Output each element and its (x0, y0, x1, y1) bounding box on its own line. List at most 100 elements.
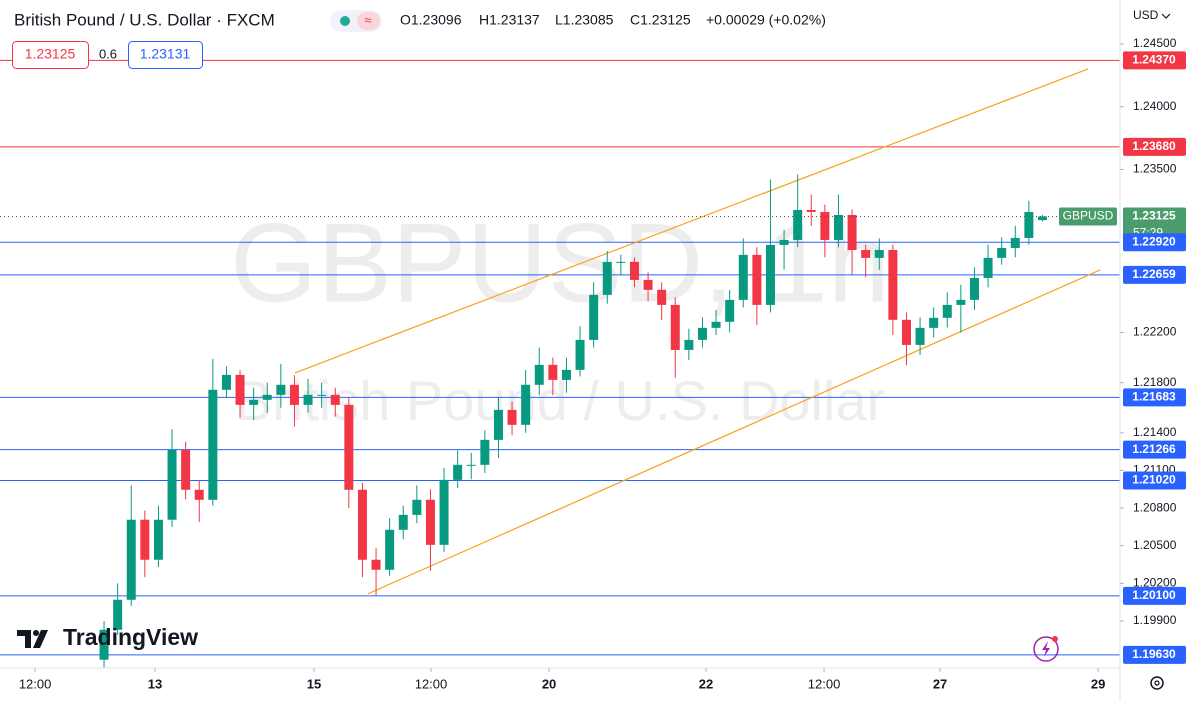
candle-body (249, 399, 259, 405)
candle-body (153, 519, 163, 560)
candle-body (602, 261, 612, 295)
candle-body (575, 339, 585, 370)
candle-body (738, 254, 748, 300)
candle-body (235, 374, 245, 405)
candle-body (684, 339, 694, 350)
axes: 1.24500 1.24000 1.23500 1.22200 1.21800 1.214… (19, 36, 1186, 691)
y-tick-label: 1.21800 (1133, 375, 1177, 389)
candle-body (548, 364, 558, 380)
candle-body (711, 321, 721, 328)
y-tick-label: 1.24000 (1133, 99, 1177, 113)
candle-body (793, 209, 803, 240)
x-tick-label: 20 (542, 676, 556, 691)
y-tick-label: 1.20500 (1133, 538, 1177, 552)
candle-body (357, 489, 367, 560)
candle-body (221, 374, 231, 390)
level-label-box (1123, 51, 1186, 70)
candle-body (847, 214, 857, 250)
candle-body (942, 304, 952, 318)
currency[interactable]: USD (1133, 8, 1159, 22)
candle-body (561, 369, 571, 380)
settings-icon[interactable] (1150, 676, 1164, 690)
market-status (340, 16, 350, 26)
x-tick-label: 12:00 (19, 676, 52, 691)
last-price-label: 1.23125 (1132, 209, 1176, 223)
candle-body (861, 249, 871, 258)
candle-body (466, 464, 476, 466)
last-price-name: GBPUSD (1063, 209, 1114, 223)
candle-body (480, 439, 490, 465)
buy-price: 1.23131 (140, 46, 191, 62)
candle-body (330, 394, 340, 405)
candle-body (113, 599, 123, 630)
x-tick-label: 15 (307, 676, 321, 691)
y-tick-label: 1.23500 (1133, 162, 1177, 176)
logo: TradingView (17, 624, 198, 650)
candle-body (806, 209, 816, 212)
candle-body (643, 279, 653, 290)
watermark-symbol: GBPUSD, 1h (230, 201, 890, 326)
candle-body (697, 327, 707, 340)
candle-body (167, 449, 177, 520)
candle-body (344, 404, 354, 490)
level-label-box (1123, 645, 1186, 664)
y-tick-label: 1.22200 (1133, 325, 1177, 339)
candle-body (385, 529, 395, 570)
candle-body (439, 479, 449, 545)
candle-body (521, 384, 531, 425)
alert-icon[interactable] (1033, 636, 1059, 662)
ohlc-high: H1.23137 (479, 12, 540, 28)
level-label-box (1123, 388, 1186, 407)
gear-hub (1154, 680, 1160, 686)
candle-body (412, 499, 422, 515)
level-label: 1.23680 (1132, 139, 1176, 153)
candle-body (725, 299, 735, 322)
candle-body (888, 249, 898, 320)
candle-body (140, 519, 150, 560)
buy-button[interactable] (128, 41, 203, 69)
sell-price: 1.23125 (25, 46, 76, 62)
level-label: 1.19630 (1132, 647, 1176, 661)
candle-body (929, 317, 939, 328)
plot-area (0, 59, 1120, 668)
alert-dot (1052, 636, 1058, 642)
x-tick-label: 13 (148, 676, 162, 691)
alert-circle (1033, 636, 1059, 662)
candle-body (915, 327, 925, 345)
level-label: 1.20100 (1132, 588, 1176, 602)
level-label-box (1123, 471, 1186, 490)
candle-body (670, 304, 680, 350)
x-tick-label: 29 (1091, 676, 1105, 691)
header: British Pound / U.S. Dollar · FXCM ≈ O1.… (12, 8, 1171, 69)
candle-body (507, 409, 517, 425)
y-tick-label: 1.21400 (1133, 425, 1177, 439)
gear (1150, 676, 1164, 690)
y-tick-label: 1.19900 (1133, 613, 1177, 627)
alert-bolt (1042, 641, 1050, 657)
candle-body (99, 629, 109, 660)
level-label-box (1123, 586, 1186, 605)
ohlc-change: +0.00029 (+0.02%) (706, 12, 826, 28)
y-tick-label: 1.24500 (1133, 36, 1177, 50)
candle-body (425, 499, 435, 545)
candle-body (983, 257, 993, 278)
candle-body (956, 299, 966, 305)
candle-body (493, 409, 503, 440)
candle-body (453, 464, 463, 480)
candle-body (317, 394, 327, 396)
trend-line (367, 269, 1101, 595)
level-label: 1.22920 (1132, 234, 1176, 248)
level-label-box (1123, 233, 1186, 252)
level-label-box (1123, 137, 1186, 156)
delay-badge[interactable] (357, 12, 380, 30)
candle-body (833, 214, 843, 240)
candle-body (820, 211, 830, 240)
sell-button[interactable] (12, 41, 89, 69)
trend-line (294, 68, 1089, 374)
ohlc-open: O1.23096 (400, 12, 462, 28)
candle-body (629, 261, 639, 280)
x-tick-label: 22 (699, 676, 713, 691)
currency-arrow (1161, 13, 1171, 19)
candle-body (276, 384, 286, 395)
